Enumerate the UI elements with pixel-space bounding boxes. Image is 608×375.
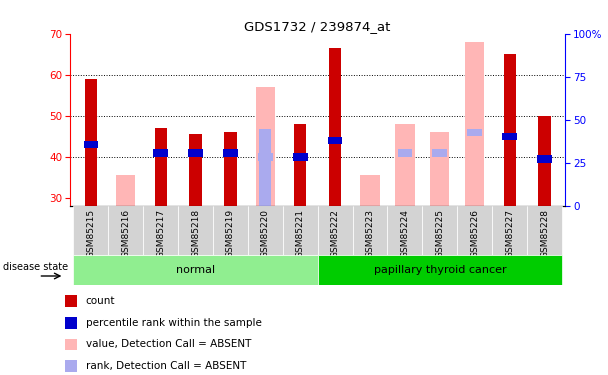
Text: value, Detection Call = ABSENT: value, Detection Call = ABSENT <box>86 339 251 350</box>
Bar <box>423 206 457 255</box>
Bar <box>83 141 98 148</box>
Bar <box>457 206 492 255</box>
Text: GSM85221: GSM85221 <box>295 209 305 258</box>
Bar <box>318 206 353 255</box>
Text: GSM85224: GSM85224 <box>401 209 409 258</box>
Bar <box>503 54 516 206</box>
Text: percentile rank within the sample: percentile rank within the sample <box>86 318 261 328</box>
Bar <box>143 206 178 255</box>
Bar <box>258 153 272 160</box>
Bar <box>259 129 271 206</box>
Bar <box>318 255 562 285</box>
Text: GSM85218: GSM85218 <box>191 209 200 258</box>
Bar <box>492 206 527 255</box>
Bar <box>537 155 552 163</box>
Bar <box>432 149 447 156</box>
Bar <box>66 296 77 307</box>
Text: GSM85219: GSM85219 <box>226 209 235 258</box>
Bar <box>502 133 517 140</box>
Bar <box>223 149 238 156</box>
Bar <box>66 339 77 350</box>
Title: GDS1732 / 239874_at: GDS1732 / 239874_at <box>244 20 391 33</box>
Bar <box>430 132 449 206</box>
Text: GSM85228: GSM85228 <box>540 209 549 258</box>
Text: GSM85222: GSM85222 <box>331 209 340 258</box>
Text: GSM85215: GSM85215 <box>86 209 95 258</box>
Text: normal: normal <box>176 265 215 275</box>
Bar <box>395 124 415 206</box>
Bar <box>74 255 318 285</box>
Text: GSM85217: GSM85217 <box>156 209 165 258</box>
Bar <box>116 176 136 206</box>
Bar <box>353 206 387 255</box>
Text: GSM85227: GSM85227 <box>505 209 514 258</box>
Text: papillary thyroid cancer: papillary thyroid cancer <box>373 265 506 275</box>
Bar <box>293 153 308 160</box>
Bar <box>539 116 551 206</box>
Bar <box>361 176 379 206</box>
Bar <box>468 129 482 136</box>
Bar <box>465 42 485 206</box>
Bar <box>328 137 342 144</box>
Bar <box>527 206 562 255</box>
Text: disease state: disease state <box>4 262 69 272</box>
Text: GSM85225: GSM85225 <box>435 209 444 258</box>
Text: GSM85223: GSM85223 <box>365 209 375 258</box>
Bar <box>74 206 108 255</box>
Bar <box>153 149 168 156</box>
Bar <box>224 132 237 206</box>
Bar <box>188 149 203 156</box>
Bar <box>190 134 202 206</box>
Bar <box>398 149 412 156</box>
Bar <box>85 79 97 206</box>
Bar <box>256 87 275 206</box>
Bar <box>66 360 77 372</box>
Bar <box>283 206 317 255</box>
Bar <box>213 206 248 255</box>
Bar <box>178 206 213 255</box>
Bar <box>66 317 77 328</box>
Text: count: count <box>86 296 115 306</box>
Bar <box>329 48 341 206</box>
Bar <box>387 206 423 255</box>
Text: GSM85216: GSM85216 <box>121 209 130 258</box>
Text: GSM85220: GSM85220 <box>261 209 270 258</box>
Text: GSM85226: GSM85226 <box>470 209 479 258</box>
Bar <box>154 128 167 206</box>
Bar <box>248 206 283 255</box>
Bar <box>294 124 306 206</box>
Text: rank, Detection Call = ABSENT: rank, Detection Call = ABSENT <box>86 361 246 371</box>
Bar <box>108 206 143 255</box>
